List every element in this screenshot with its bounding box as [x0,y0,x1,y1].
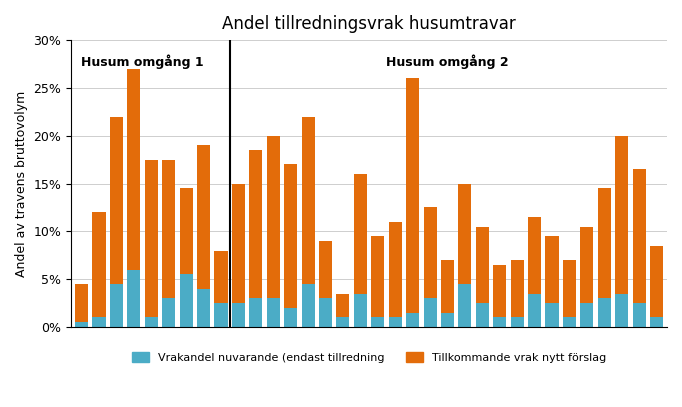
Bar [232,184,245,303]
Bar [406,313,419,327]
Bar [284,164,297,308]
Bar [93,212,106,317]
Bar [250,150,263,298]
Y-axis label: Andel av travens bruttovolym: Andel av travens bruttovolym [15,90,28,277]
Bar [179,274,193,327]
Bar [424,208,436,298]
Bar [336,317,349,327]
Bar [214,303,228,327]
Bar [354,174,367,293]
Bar [458,184,471,284]
Bar [441,313,454,327]
Bar [633,303,646,327]
Bar [319,298,332,327]
Bar [110,117,123,284]
Title: Andel tillredningsvrak husumtravar: Andel tillredningsvrak husumtravar [222,15,516,33]
Bar [284,308,297,327]
Bar [301,284,314,327]
Bar [580,303,593,327]
Bar [597,298,611,327]
Bar [389,317,402,327]
Bar [267,298,280,327]
Bar [319,241,332,298]
Bar [389,222,402,317]
Bar [197,145,210,289]
Bar [75,322,88,327]
Bar [633,169,646,303]
Bar [476,303,489,327]
Bar [145,317,158,327]
Bar [563,317,576,327]
Text: Husum omgång 2: Husum omgång 2 [386,55,509,69]
Bar [511,260,524,317]
Bar [528,293,541,327]
Bar [406,79,419,313]
Bar [563,260,576,317]
Bar [336,293,349,317]
Bar [162,298,175,327]
Bar [476,227,489,303]
Bar [232,303,245,327]
Bar [128,270,140,327]
Bar [371,317,385,327]
Legend: Vrakandel nuvarande (endast tillredning, Tillkommande vrak nytt förslag: Vrakandel nuvarande (endast tillredning,… [128,348,610,368]
Bar [197,289,210,327]
Bar [615,136,628,293]
Bar [615,293,628,327]
Bar [75,284,88,322]
Bar [250,298,263,327]
Bar [301,117,314,284]
Text: Husum omgång 1: Husum omgång 1 [81,55,204,69]
Bar [511,317,524,327]
Bar [546,236,559,303]
Bar [371,236,385,317]
Bar [441,260,454,313]
Bar [528,217,541,293]
Bar [110,284,123,327]
Bar [145,160,158,317]
Bar [354,293,367,327]
Bar [580,227,593,303]
Bar [93,317,106,327]
Bar [546,303,559,327]
Bar [267,136,280,298]
Bar [650,246,663,317]
Bar [493,317,506,327]
Bar [597,188,611,298]
Bar [179,188,193,274]
Bar [162,160,175,298]
Bar [128,69,140,270]
Bar [650,317,663,327]
Bar [424,298,436,327]
Bar [493,265,506,317]
Bar [458,284,471,327]
Bar [214,251,228,303]
